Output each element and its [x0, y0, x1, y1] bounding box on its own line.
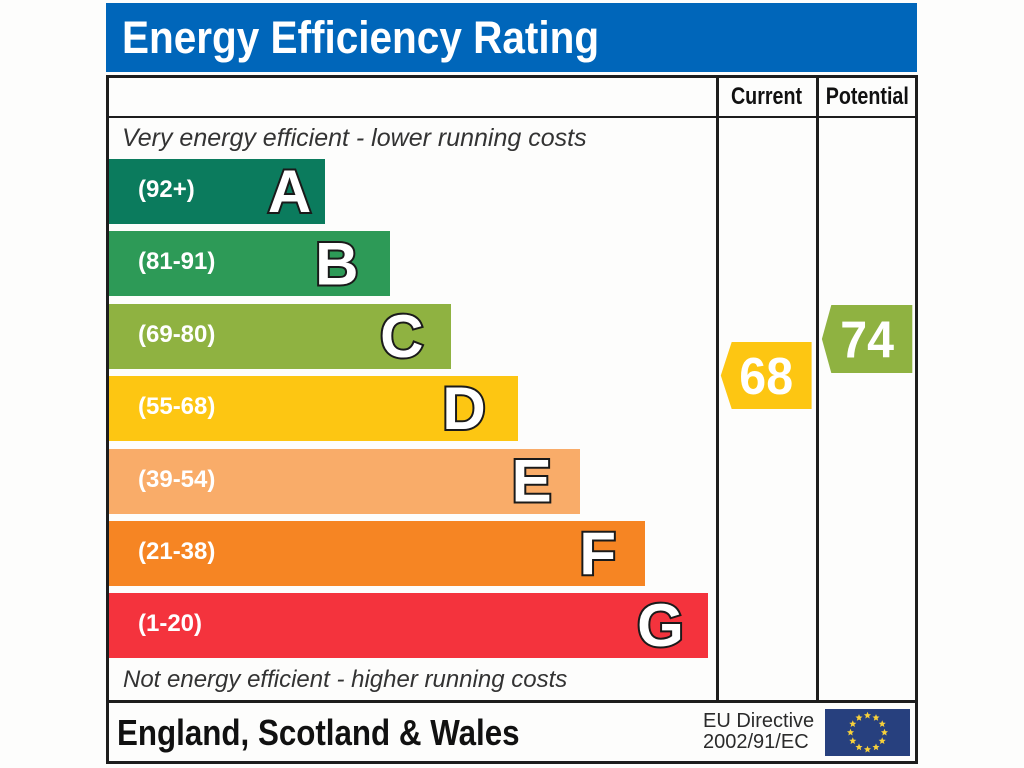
svg-text:74: 74	[840, 311, 894, 369]
svg-text:68: 68	[739, 347, 793, 405]
svg-text:F: F	[579, 520, 616, 587]
svg-text:A: A	[268, 158, 311, 225]
svg-text:E: E	[512, 448, 552, 515]
svg-text:D: D	[442, 375, 485, 442]
svg-text:C: C	[380, 303, 423, 370]
svg-text:G: G	[637, 592, 684, 659]
svg-text:B: B	[315, 231, 358, 298]
